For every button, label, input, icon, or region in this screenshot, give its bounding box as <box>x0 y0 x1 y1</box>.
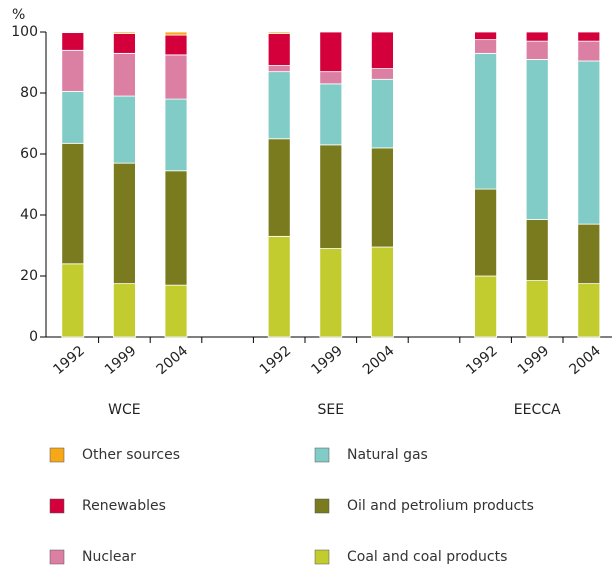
y-axis-label: % <box>12 7 25 23</box>
bar-segment <box>164 54 188 100</box>
x-tick-label: 1999 <box>308 343 346 378</box>
bar-segment <box>370 246 394 338</box>
x-tick-label: 2004 <box>566 343 604 378</box>
y-tick-label: 40 <box>20 207 38 223</box>
bar-segment <box>370 68 394 80</box>
legend-swatch <box>49 549 65 565</box>
x-tick-label: 1992 <box>463 343 501 378</box>
bar-segment <box>113 162 136 285</box>
bar-segment <box>474 52 498 190</box>
bar-segment <box>61 32 85 51</box>
legend-swatch <box>49 498 65 514</box>
legend-swatch <box>314 447 330 463</box>
bar-segment <box>474 275 498 338</box>
bar-segment <box>164 34 188 56</box>
bar-segment <box>577 223 601 285</box>
bar-segment <box>164 170 188 286</box>
legend-swatch <box>49 447 65 463</box>
bar-segment <box>370 31 394 69</box>
bar-segment <box>474 188 498 277</box>
bar-segment <box>61 263 85 338</box>
x-tick-label: 2004 <box>154 343 192 378</box>
bar-segment <box>113 31 136 34</box>
bar-segment <box>164 31 188 36</box>
bar-segment <box>267 71 291 140</box>
bar-segment <box>113 95 136 164</box>
legend-label: Natural gas <box>347 447 428 463</box>
bar-segment <box>474 31 498 41</box>
bar-segment <box>267 31 291 34</box>
bar-segment <box>319 83 343 146</box>
bar-segment <box>267 138 291 237</box>
legend-label: Nuclear <box>82 549 136 565</box>
bar-segment <box>61 31 85 34</box>
bar-segment <box>370 147 394 248</box>
bar-segment <box>525 59 549 220</box>
bar-segment <box>113 33 136 54</box>
y-tick-label: 20 <box>20 268 38 284</box>
legend-label: Coal and coal products <box>347 549 507 565</box>
y-tick-label: 60 <box>20 146 38 162</box>
bar-segment <box>113 52 136 97</box>
x-tick-label: 1992 <box>50 343 88 378</box>
bar-segment <box>525 219 549 281</box>
bar-segment <box>267 235 291 338</box>
bar-segment <box>61 91 85 144</box>
bar-segment <box>525 31 549 42</box>
x-tick-label: 1999 <box>102 343 140 378</box>
bar-segment <box>525 40 549 60</box>
bar-segment <box>577 31 601 42</box>
y-tick-label: 0 <box>29 329 38 345</box>
bar-segment <box>113 283 136 338</box>
legend-swatch <box>314 549 330 565</box>
legend-label: Other sources <box>82 447 180 463</box>
legend-label: Renewables <box>82 498 166 514</box>
x-tick-label: 1999 <box>515 343 553 378</box>
group-label: WCE <box>108 402 140 418</box>
bar-segment <box>525 280 549 338</box>
bar-segment <box>267 33 291 66</box>
bar-segment <box>319 248 343 338</box>
legend-label: Oil and petrolium products <box>347 498 534 514</box>
bar-segment <box>319 71 343 85</box>
bar-segment <box>577 40 601 62</box>
bar-segment <box>577 60 601 225</box>
group-label: EECCA <box>514 402 561 418</box>
legend-swatch <box>314 498 330 514</box>
bar-segment <box>164 284 188 338</box>
y-tick-label: 100 <box>11 24 38 40</box>
bar-segment <box>164 98 188 172</box>
bar-segment <box>61 142 85 265</box>
bar-segment <box>370 78 394 149</box>
x-tick-label: 1992 <box>257 343 295 378</box>
bar-segment <box>61 49 85 92</box>
bar-segment <box>267 65 291 73</box>
bar-segment <box>577 283 601 338</box>
group-label: SEE <box>318 402 345 418</box>
bar-segment <box>319 31 343 73</box>
bar-segment <box>474 39 498 54</box>
y-tick-label: 80 <box>20 85 38 101</box>
x-tick-label: 2004 <box>360 343 398 378</box>
bar-segment <box>319 144 343 249</box>
